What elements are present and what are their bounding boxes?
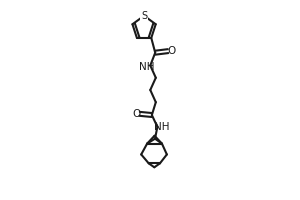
Text: NH: NH <box>139 62 154 72</box>
Text: O: O <box>167 46 176 56</box>
Text: NH: NH <box>154 122 170 132</box>
Text: S: S <box>141 11 147 21</box>
Text: O: O <box>132 109 140 119</box>
